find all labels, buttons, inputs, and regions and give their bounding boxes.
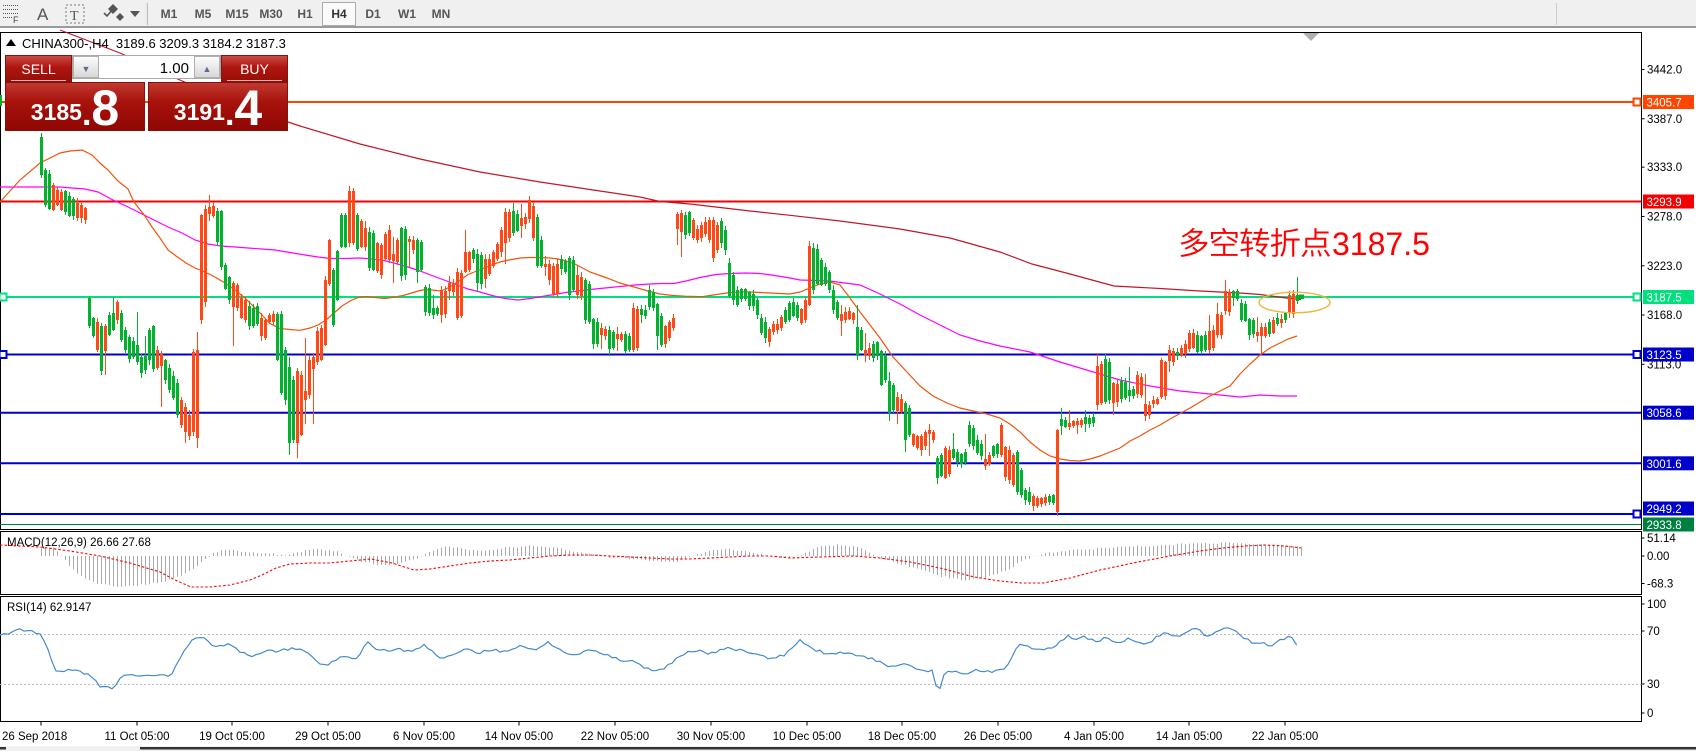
svg-text:T: T	[70, 9, 79, 24]
svg-text:2933.8: 2933.8	[1647, 520, 1682, 532]
svg-text:MACD(12,26,9) 26.66 27.68: MACD(12,26,9) 26.66 27.68	[7, 537, 151, 549]
svg-text:22 Jan 05:00: 22 Jan 05:00	[1252, 731, 1319, 743]
svg-text:26 Sep 2018: 26 Sep 2018	[2, 731, 67, 743]
svg-text:6 Nov 05:00: 6 Nov 05:00	[393, 731, 455, 743]
svg-text:11 Oct 05:00: 11 Oct 05:00	[105, 731, 170, 743]
svg-text:18 Dec 05:00: 18 Dec 05:00	[868, 731, 936, 743]
svg-text:14 Nov 05:00: 14 Nov 05:00	[485, 731, 553, 743]
svg-text:3333.0: 3333.0	[1647, 162, 1682, 174]
svg-text:3187.5: 3187.5	[1332, 226, 1430, 262]
svg-text:3387.0: 3387.0	[1647, 114, 1682, 126]
svg-text:100: 100	[1647, 599, 1666, 611]
svg-text:3123.5: 3123.5	[1647, 350, 1682, 362]
svg-text:A: A	[37, 5, 49, 24]
svg-text:14 Jan 05:00: 14 Jan 05:00	[1156, 731, 1223, 743]
svg-text:F: F	[13, 15, 19, 25]
svg-text:3001.6: 3001.6	[1647, 459, 1682, 471]
svg-text:4 Jan 05:00: 4 Jan 05:00	[1064, 731, 1124, 743]
svg-text:3278.0: 3278.0	[1647, 211, 1682, 223]
svg-text:29 Oct 05:00: 29 Oct 05:00	[295, 731, 361, 743]
svg-text:3113.0: 3113.0	[1647, 359, 1681, 371]
svg-text:0.00: 0.00	[1647, 551, 1669, 563]
svg-text:3223.0: 3223.0	[1647, 261, 1682, 273]
svg-text:3187.5: 3187.5	[1647, 293, 1682, 305]
svg-text:3405.7: 3405.7	[1647, 98, 1682, 110]
svg-text:RSI(14) 62.9147: RSI(14) 62.9147	[7, 602, 91, 614]
svg-text:-68.3: -68.3	[1647, 579, 1673, 591]
svg-text:3293.9: 3293.9	[1647, 197, 1682, 209]
svg-text:30: 30	[1647, 679, 1660, 691]
svg-text:0: 0	[1647, 708, 1653, 720]
svg-text:3442.0: 3442.0	[1647, 64, 1682, 76]
svg-text:70: 70	[1647, 626, 1660, 638]
svg-text:30 Nov 05:00: 30 Nov 05:00	[677, 731, 745, 743]
svg-text:2949.2: 2949.2	[1647, 504, 1682, 516]
svg-text:10 Dec 05:00: 10 Dec 05:00	[773, 731, 841, 743]
svg-text:51.14: 51.14	[1647, 533, 1676, 545]
svg-text:3168.0: 3168.0	[1647, 310, 1682, 322]
svg-text:CHINA300-,H4 3189.6 3209.3 31: CHINA300-,H4 3189.6 3209.3 3184.2 3187.3	[22, 36, 286, 51]
svg-text:26 Dec 05:00: 26 Dec 05:00	[964, 731, 1032, 743]
svg-text:19 Oct 05:00: 19 Oct 05:00	[199, 731, 265, 743]
svg-text:3058.6: 3058.6	[1647, 408, 1682, 420]
svg-text:22 Nov 05:00: 22 Nov 05:00	[581, 731, 649, 743]
